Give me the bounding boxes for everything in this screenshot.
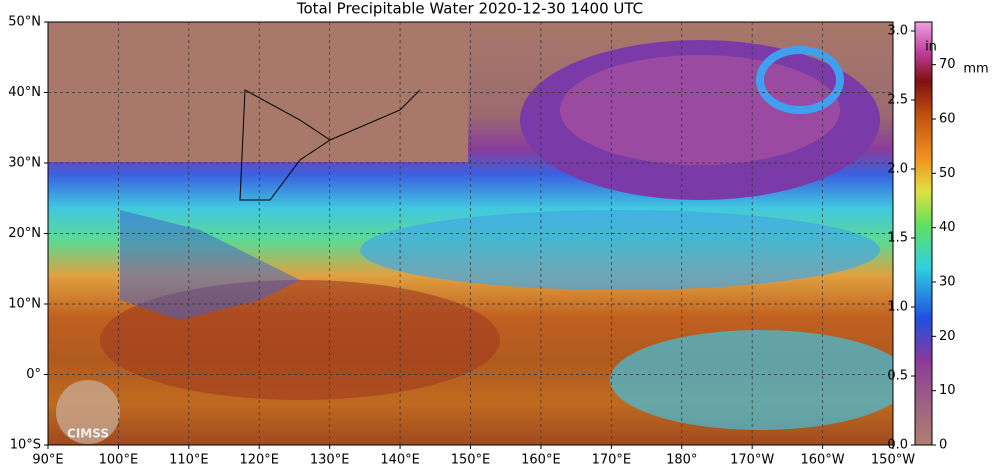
mm-tick-label: 30: [939, 275, 956, 290]
indochina: [120, 210, 300, 320]
lat-label: 20°N: [8, 226, 41, 241]
mm-tick-label: 10: [939, 383, 956, 398]
lon-label: 160°E: [521, 453, 561, 468]
mm-tick-label: 60: [939, 112, 956, 127]
in-tick-label: 2.5: [887, 93, 908, 108]
mm-tick-label: 20: [939, 329, 956, 344]
moist-east: [610, 330, 893, 430]
in-tick-label: 0.0: [887, 438, 908, 453]
title: Total Precipitable Water 2020-12-30 1400…: [296, 0, 643, 18]
lon-label: 110°E: [169, 453, 209, 468]
dry-land: [48, 22, 468, 162]
coastline: [239, 89, 421, 201]
lon-label: 160°W: [800, 453, 844, 468]
mm-tick-label: 70: [939, 57, 956, 72]
cyclone-swirl: [756, 46, 844, 114]
lon-label: 120°E: [239, 453, 279, 468]
in-tick-label: 1.0: [887, 300, 908, 315]
lat-label: 0°: [26, 367, 41, 382]
lon-label: 150°W: [871, 453, 915, 468]
mm-tick-label: 0: [939, 438, 947, 453]
in-tick-label: 0.5: [887, 369, 908, 384]
logo-globe: [56, 380, 120, 444]
in-tick-label: 1.5: [887, 231, 908, 246]
dry-core: [560, 55, 840, 165]
mm-tick-label: 50: [939, 166, 956, 181]
lon-label: 140°E: [380, 453, 420, 468]
lon-label: 130°E: [310, 453, 350, 468]
logo: CIMSS: [67, 427, 109, 441]
moist-band: [360, 210, 880, 290]
lat-label: 10°S: [10, 438, 41, 453]
lon-label: 170°E: [592, 453, 632, 468]
lon-label: 170°W: [730, 453, 774, 468]
colorbar: [914, 21, 933, 446]
lat-label: 30°N: [8, 156, 41, 171]
lon-label: 150°E: [451, 453, 491, 468]
in-tick-label: 2.0: [887, 162, 908, 177]
mm-tick-label: 40: [939, 220, 956, 235]
lon-label: 100°E: [99, 453, 139, 468]
lat-label: 10°N: [8, 297, 41, 312]
colorbar-mm-label: mm: [963, 62, 988, 77]
lon-label: 180°: [666, 453, 697, 468]
lon-label: 90°E: [32, 453, 63, 468]
colorbar-in-label: in: [925, 40, 937, 55]
lat-label: 40°N: [8, 85, 41, 100]
in-tick-label: 3.0: [887, 24, 908, 39]
lat-label: 50°N: [8, 15, 41, 30]
